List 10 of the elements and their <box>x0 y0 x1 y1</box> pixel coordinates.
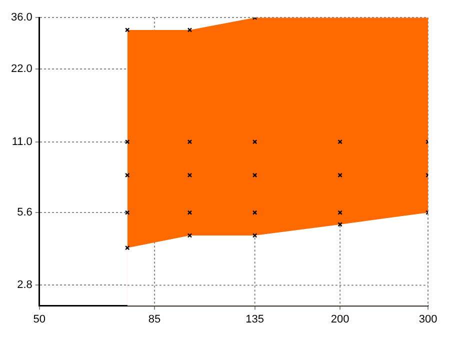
x-tick-label: 200 <box>330 313 350 326</box>
x-tick-label: 50 <box>33 313 46 326</box>
y-tick-label: 36.0 <box>10 12 32 24</box>
y-tick-label: 5.6 <box>17 206 32 219</box>
x-tick-label: 85 <box>148 313 161 326</box>
y-tick-label: 11.0 <box>12 136 32 148</box>
x-tick-label: 300 <box>418 313 438 326</box>
x-tick-label: 135 <box>246 313 264 326</box>
y-tick-label: 2.8 <box>17 279 32 292</box>
y-tick-label: 22.0 <box>10 63 32 76</box>
